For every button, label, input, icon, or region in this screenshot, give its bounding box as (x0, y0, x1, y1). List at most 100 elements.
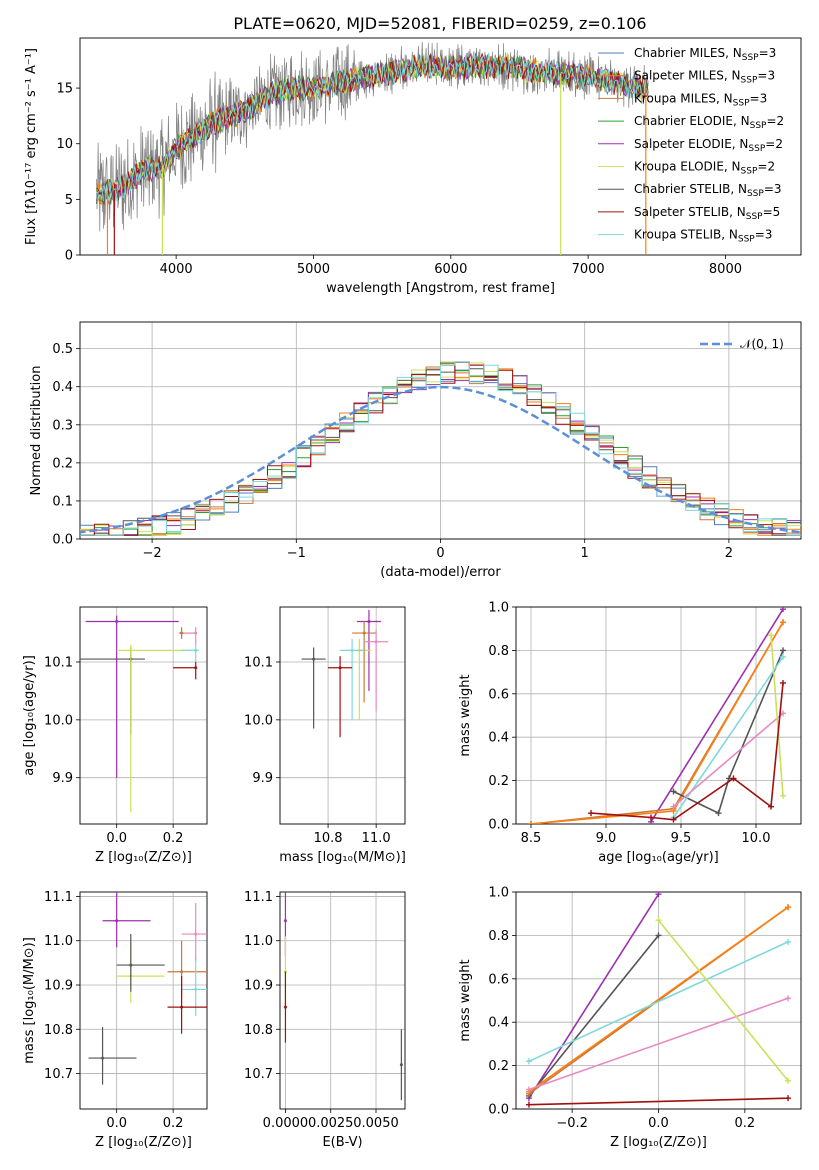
x-tick-label: 4000 (160, 262, 193, 277)
x-tick-label: 0.2 (735, 1116, 756, 1131)
y-axis-label: age [log₁₀(age/yr)] (22, 655, 37, 776)
plot-mass-vs-Z: 0.0 0.2 10.7 10.8 10.9 11.0 11.1 Z [log₁₀(Z/Z⊙)… (22, 890, 208, 1150)
y-tick-label: 0.4 (52, 380, 73, 395)
weight-marker (670, 788, 677, 795)
plot-area (525, 892, 792, 1108)
data-point (374, 640, 378, 644)
y-tick-label: 9.9 (52, 771, 73, 786)
weight-line-5 (672, 712, 784, 808)
y-tick-label: 11.1 (44, 890, 73, 905)
legend-entry: Kroupa ELODIE, NSSP=2 (634, 160, 775, 177)
y-tick-label: 0.6 (488, 687, 509, 702)
weight-marker (780, 619, 786, 626)
weight-line-0 (650, 608, 784, 823)
weight-line-5 (528, 997, 789, 1091)
plot-area (283, 892, 403, 1101)
axes-frame (279, 891, 406, 1110)
y-tick-label: 5 (65, 193, 73, 208)
weight-marker (588, 810, 594, 817)
x-tick-label: −0.2 (556, 1116, 588, 1131)
y-tick-label: 0.0 (52, 533, 73, 548)
x-axis-label: (data-model)/error (380, 565, 501, 580)
y-tick-label: 10.9 (244, 979, 273, 994)
y-tick-label: 10.1 (244, 655, 273, 670)
axes-frame (515, 606, 802, 825)
y-tick-label: 10.7 (44, 1067, 73, 1082)
data-point (194, 666, 198, 670)
data-point (367, 619, 371, 623)
y-tick-label: 0.5 (52, 342, 73, 357)
x-tick-label: 9.0 (596, 831, 617, 846)
data-point (180, 1005, 184, 1009)
x-tick-label: 9.5 (671, 831, 692, 846)
y-tick-label: 0.2 (488, 774, 509, 789)
weight-marker (785, 1077, 792, 1084)
gaussian-legend-label: 𝒩(0, 1) (740, 337, 784, 351)
plot-area (88, 892, 207, 1085)
x-tick-label: 11.0 (362, 831, 391, 846)
y-tick-label: 1.0 (488, 601, 509, 616)
weight-line-3 (673, 650, 784, 815)
y-tick-label: 10 (56, 137, 73, 152)
data-point (180, 631, 184, 635)
y-axis-label: Flux [fλ10⁻¹⁷ erg cm⁻² s⁻¹ A⁻¹] (24, 48, 39, 245)
x-axis-label: Z [log₁₀(Z/Z⊙)] (610, 1135, 707, 1150)
data-point (129, 648, 133, 652)
axes-frame (79, 606, 208, 825)
weight-marker (780, 647, 786, 654)
weight-marker (525, 1086, 532, 1093)
y-tick-label: 0.3 (52, 418, 73, 433)
weight-marker (648, 814, 654, 821)
x-tick-label: 10.0 (742, 831, 771, 846)
data-point (194, 987, 198, 991)
data-point (338, 666, 342, 670)
legend-entry: Kroupa STELIB, NSSP=3 (634, 228, 772, 245)
axes-frame (79, 321, 802, 540)
y-tick-label: 0.8 (488, 644, 509, 659)
weight-line-6 (657, 919, 789, 1082)
y-tick-label: 10.8 (244, 1023, 273, 1038)
data-point (362, 631, 366, 635)
axes-frame (79, 891, 208, 1110)
weight-line-6 (770, 635, 784, 796)
legend-entry: Chabrier ELODIE, NSSP=2 (634, 114, 784, 131)
y-tick-label: 11.0 (44, 934, 73, 949)
plot-weight-vs-Z: −0.2 0.0 0.2 0.0 0.2 0.4 0.6 0.8 1.0 Z [log₁₀(Z/Z… (458, 886, 802, 1150)
data-point (194, 932, 198, 936)
weight-marker (780, 792, 786, 799)
weight-marker (780, 679, 786, 686)
plot-area (96, 41, 649, 255)
residual-histogram-8 (80, 361, 801, 536)
y-axis-label: mass weight (458, 959, 473, 1041)
axes-frame (279, 606, 406, 825)
weight-marker (525, 1101, 532, 1108)
x-tick-label: 1 (581, 546, 589, 561)
y-axis-label: Normed distribution (29, 366, 44, 496)
y-tick-label: 0.0 (488, 1103, 509, 1118)
y-tick-label: 11.0 (244, 934, 273, 949)
plot-area (80, 361, 801, 536)
x-tick-label: 8.5 (521, 831, 542, 846)
weight-marker (780, 710, 786, 717)
x-tick-label: 0.0 (106, 831, 127, 846)
data-point (194, 648, 198, 652)
y-tick-label: 10.9 (44, 979, 73, 994)
legend-entry: Salpeter STELIB, NSSP=5 (634, 205, 780, 222)
legend-entry: Salpeter MILES, NSSP=3 (634, 69, 775, 86)
data-point (283, 919, 287, 923)
x-tick-label: −1 (287, 546, 306, 561)
plot-area (80, 615, 199, 813)
data-point (194, 631, 198, 635)
x-tick-label: 2 (725, 546, 733, 561)
weight-marker (730, 775, 737, 782)
x-tick-label: 0.0 (648, 1116, 669, 1131)
y-tick-label: 1.0 (488, 886, 509, 901)
legend-entry: Kroupa MILES, NSSP=3 (634, 91, 767, 108)
x-axis-label: age [log₁₀(age/yr)] (598, 850, 719, 865)
weight-line-3 (528, 906, 789, 1093)
x-tick-label: 10.8 (314, 831, 343, 846)
weight-marker (768, 632, 774, 639)
plot-area (528, 607, 786, 824)
y-axis-label: mass weight (458, 674, 473, 756)
weight-marker (780, 607, 786, 613)
